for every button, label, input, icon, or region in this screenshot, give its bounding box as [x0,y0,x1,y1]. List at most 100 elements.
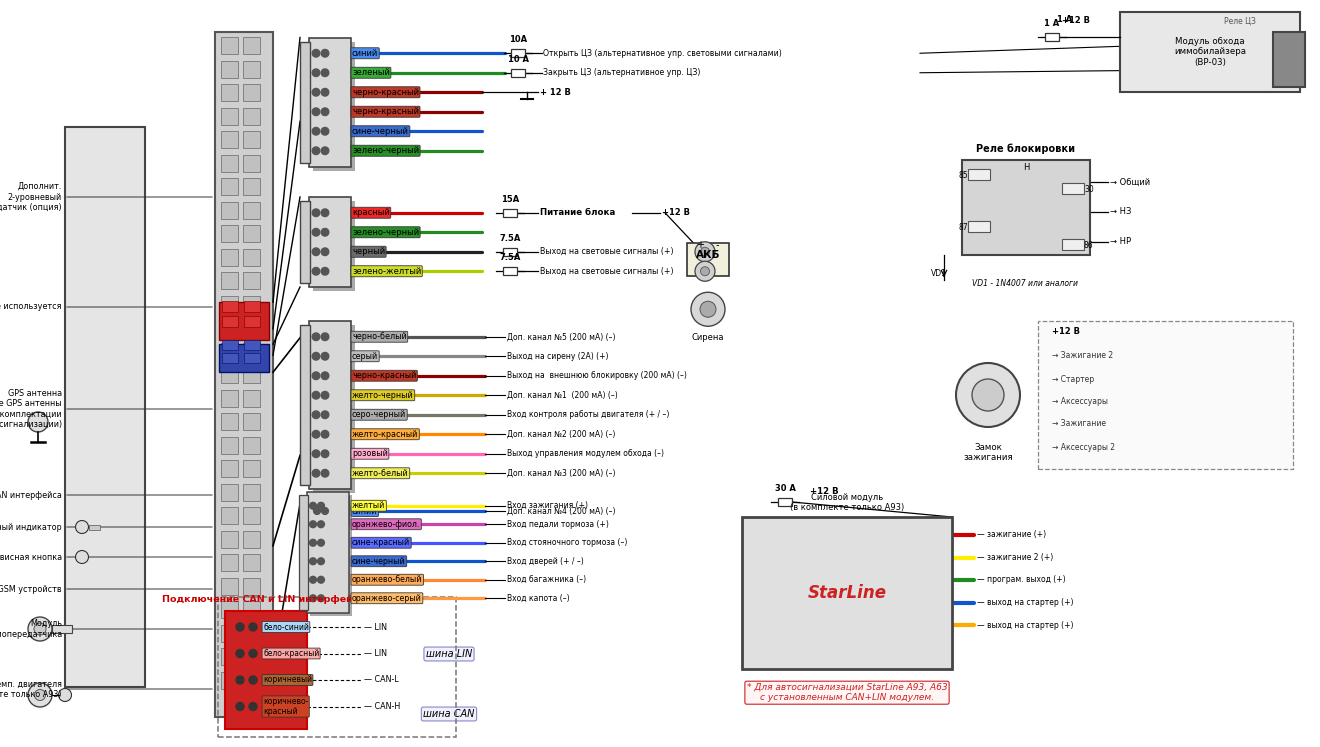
Text: Доп. канал №5 (200 мА) (–): Доп. канал №5 (200 мА) (–) [507,332,615,341]
Circle shape [313,88,319,96]
Bar [243,577,260,595]
Text: -: - [715,241,719,250]
Bar [503,248,517,255]
Bar [243,131,260,148]
Text: зелено-черный: зелено-черный [352,228,420,237]
Bar [220,131,238,148]
Circle shape [310,577,317,583]
Circle shape [321,267,329,275]
Bar [511,49,525,58]
Bar [243,672,260,689]
Bar [243,61,260,78]
Text: Датчик темп. двигателя
(в комплекте только А93): Датчик темп. двигателя (в комплекте толь… [0,679,62,698]
Bar [243,155,260,172]
Circle shape [313,469,319,477]
Text: желтый: желтый [352,501,385,510]
Bar [313,325,355,493]
Text: черно-красный: черно-красный [352,371,416,380]
Circle shape [321,469,329,477]
Text: Вход дверей (+ / –): Вход дверей (+ / –) [507,557,583,565]
Bar [962,160,1090,255]
Circle shape [313,229,319,236]
Text: +12 В: +12 В [1063,16,1090,25]
Text: Выход управления модулем обхода (–): Выход управления модулем обхода (–) [507,449,664,458]
Text: серый: серый [352,352,379,361]
Text: → Аксессуары 2: → Аксессуары 2 [1052,442,1115,451]
Text: зелено-черный: зелено-черный [352,146,420,155]
Circle shape [313,372,319,379]
Bar [220,624,238,642]
Text: 87: 87 [958,223,968,232]
Text: Вход стояночного тормоза (–): Вход стояночного тормоза (–) [507,539,627,548]
Bar [222,301,238,312]
Text: оранжево-серый: оранжево-серый [352,594,422,603]
Text: — зажигание (+): — зажигание (+) [977,530,1047,539]
Text: Силовой модуль
(в комплекте только А93): Силовой модуль (в комплекте только А93) [789,492,904,512]
Text: синий: синий [352,506,378,515]
Bar [243,413,260,430]
Bar [243,108,260,125]
Bar [300,201,310,283]
Bar [243,554,260,571]
Text: черно-красный: черно-красный [352,108,418,117]
Text: 1 А: 1 А [1057,14,1073,23]
Text: Светодиодный индикатор: Светодиодный индикатор [0,522,62,532]
Bar [220,296,238,312]
Bar [314,500,352,528]
Text: — зажигание 2 (+): — зажигание 2 (+) [977,553,1053,562]
Circle shape [321,69,329,76]
Bar [244,301,260,312]
Text: сине-черный: сине-черный [352,127,409,136]
Bar [503,267,517,275]
Text: черно-белый: черно-белый [352,332,407,341]
Bar [308,492,348,613]
Circle shape [236,676,244,684]
Text: Питание блока: Питание блока [540,208,615,217]
Text: +12 В: +12 В [1052,327,1080,336]
Bar [300,42,310,163]
Text: StarLine: StarLine [808,584,887,602]
Bar [1063,239,1084,250]
Bar [300,495,308,610]
Circle shape [701,267,710,276]
Circle shape [75,551,88,563]
Bar [224,611,308,729]
Bar [243,225,260,242]
Text: GPS антенна
(наличие GPS антенны
зависит от комплектации
Вашей автосигнализации): GPS антенна (наличие GPS антенны зависит… [0,389,62,429]
Circle shape [28,617,51,641]
Text: розовый: розовый [352,449,388,458]
Circle shape [28,412,48,432]
Circle shape [321,333,329,341]
Circle shape [313,49,319,57]
Circle shape [236,623,244,631]
Bar [243,530,260,548]
Circle shape [310,558,317,565]
Text: — програм. выход (+): — програм. выход (+) [977,575,1065,584]
Text: Разъем подключения GSM устройств: Разъем подключения GSM устройств [0,584,62,594]
Text: сине-черный: сине-черный [352,557,405,565]
Bar [220,343,238,359]
Text: синий: синий [352,49,379,58]
Text: черный: черный [352,247,385,256]
Bar [88,524,100,530]
Circle shape [972,379,1005,411]
Circle shape [310,539,317,546]
Circle shape [310,502,317,509]
Circle shape [313,411,319,418]
Circle shape [322,508,329,515]
Circle shape [249,649,257,657]
Text: + 12 В: + 12 В [540,87,570,97]
Circle shape [58,689,71,701]
Bar [309,37,351,167]
Text: Модуль
приемопередатчика: Модуль приемопередатчика [0,619,62,639]
Bar [243,483,260,500]
Text: → Стартер: → Стартер [1052,374,1094,383]
Text: +12 В: +12 В [810,488,838,497]
Bar [220,178,238,195]
Bar [310,495,352,616]
Circle shape [701,247,710,256]
Bar [215,32,273,717]
Bar [220,554,238,571]
Text: Подключение CAN и LIN интерфейса*: Подключение CAN и LIN интерфейса* [162,595,370,604]
Bar [511,69,525,77]
